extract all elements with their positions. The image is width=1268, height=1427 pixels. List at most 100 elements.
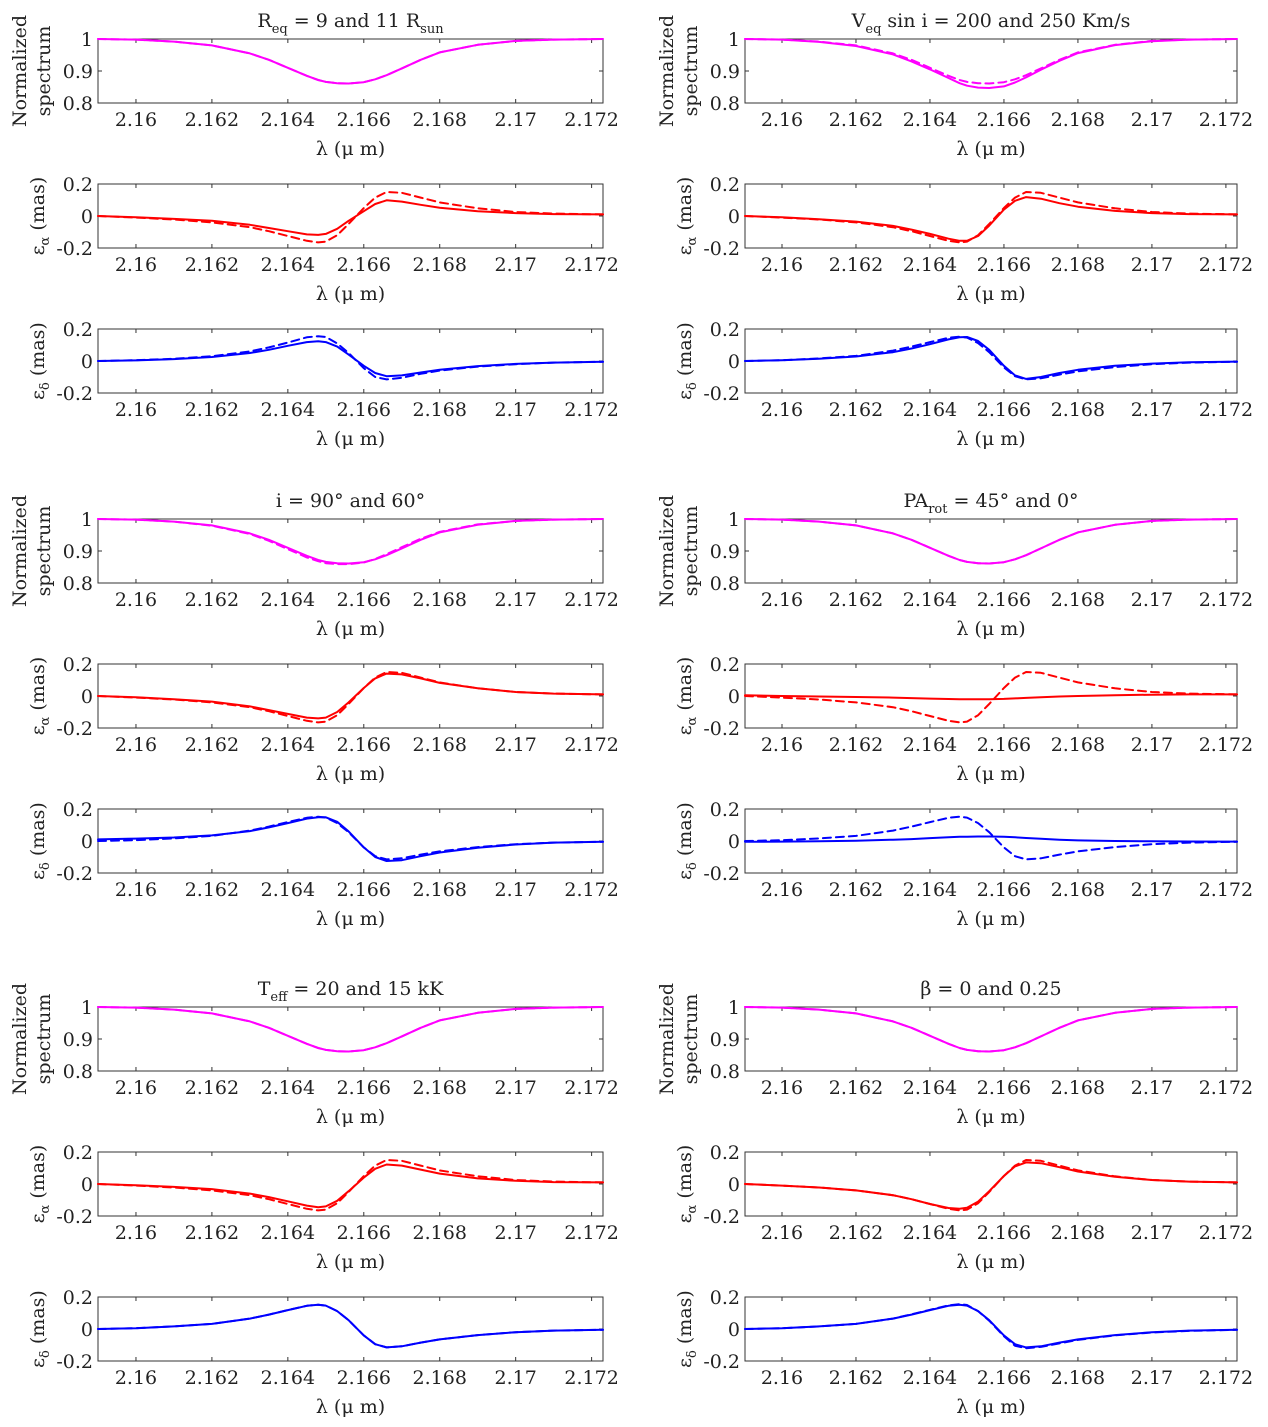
y-tick-label: 0.2	[710, 1142, 740, 1164]
title-text: = 9 and 11 R	[288, 10, 421, 32]
title-subscript: eff	[270, 990, 289, 1005]
x-tick-label: 2.162	[829, 399, 883, 421]
y-tick-label: 0.2	[63, 654, 93, 676]
title-subscript: eq	[272, 22, 288, 37]
y-tick-label: 0.2	[63, 1142, 93, 1164]
title-text: = 45° and 0°	[947, 490, 1078, 512]
x-tick-label: 2.166	[977, 109, 1031, 131]
y-axis-label: εδ (mas)	[674, 1290, 700, 1368]
panel-g5-alpha: 2.16 2.162 2.164 2.166 2.168 2.17 2.172 -0.2 0 0.…	[674, 1142, 1253, 1273]
x-tick-label: 2.164	[903, 399, 957, 421]
y-tick-label: 0.2	[63, 174, 93, 196]
series-line-alpha-dashed	[744, 671, 1238, 724]
x-tick-label: 2.16	[761, 589, 803, 611]
y-tick-label: 1	[728, 997, 740, 1019]
group-title-3: PArot = 45° and 0°	[903, 490, 1078, 517]
x-tick-label: 2.16	[115, 734, 157, 756]
x-tick-label: 2.164	[261, 254, 315, 276]
y-tick-label: 0	[81, 1174, 93, 1196]
x-tick-label: 2.166	[977, 254, 1031, 276]
panel-g3-spectrum: 2.16 2.162 2.164 2.166 2.168 2.17 2.172 0.8 0.9 1…	[656, 495, 1253, 640]
x-axis-label: λ (μ m)	[956, 283, 1025, 305]
y-tick-label: -0.2	[703, 383, 740, 405]
y-tick-label: 1	[728, 509, 740, 531]
panel-g5-delta: 2.16 2.162 2.164 2.166 2.168 2.17 2.172 -0.2 0 0.…	[674, 1287, 1253, 1418]
x-tick-label: 2.172	[1199, 1367, 1253, 1389]
x-tick-label: 2.164	[903, 589, 957, 611]
x-tick-label: 2.16	[115, 879, 157, 901]
series-line-delta-dashed	[97, 1303, 604, 1349]
y-tick-label: 0	[728, 351, 740, 373]
x-tick-label: 2.168	[413, 109, 467, 131]
series-line-delta-dashed	[97, 335, 604, 381]
plot-area-g1-alpha	[744, 183, 1238, 249]
x-tick-label: 2.164	[261, 399, 315, 421]
x-tick-label: 2.164	[903, 734, 957, 756]
y-tick-label: 0	[728, 686, 740, 708]
x-tick-label: 2.17	[495, 734, 537, 756]
x-axis-label: λ (μ m)	[316, 1396, 385, 1418]
y-tick-label: 0.8	[63, 573, 93, 595]
y-axis-label-unit: (mas)	[674, 177, 696, 237]
title-text: i = 90° and 60°	[276, 490, 425, 512]
x-tick-label: 2.166	[337, 254, 391, 276]
y-tick-label: 0.2	[710, 319, 740, 341]
y-tick-label: 0	[81, 686, 93, 708]
x-tick-label: 2.162	[829, 1222, 883, 1244]
plot-area-g2-alpha	[97, 663, 604, 729]
x-tick-label: 2.168	[413, 1222, 467, 1244]
x-tick-label: 2.17	[1131, 109, 1173, 131]
y-axis-label-subscript: α	[38, 1204, 53, 1213]
x-axis-label: λ (μ m)	[956, 908, 1025, 930]
panel-g1-spectrum: 2.16 2.162 2.164 2.166 2.168 2.17 2.172 0.8 0.9 1…	[656, 15, 1253, 160]
y-axis-label: εα (mas)	[27, 1145, 53, 1224]
x-tick-label: 2.172	[564, 109, 618, 131]
plot-area-g1-spectrum	[744, 38, 1238, 104]
y-tick-label: -0.2	[56, 1206, 93, 1228]
y-tick-label: -0.2	[703, 1351, 740, 1373]
y-axis-label-unit: (mas)	[27, 1145, 49, 1205]
x-tick-label: 2.162	[829, 589, 883, 611]
x-tick-label: 2.162	[185, 399, 239, 421]
x-axis-label: λ (μ m)	[956, 138, 1025, 160]
x-axis-label: λ (μ m)	[956, 1251, 1025, 1273]
series-line-delta-dashed	[744, 1303, 1238, 1350]
x-tick-label: 2.17	[1131, 1077, 1173, 1099]
x-tick-label: 2.16	[115, 109, 157, 131]
x-tick-label: 2.168	[1051, 254, 1105, 276]
x-tick-label: 2.16	[115, 1367, 157, 1389]
series-line-alpha-dashed	[97, 1159, 604, 1212]
x-tick-label: 2.17	[495, 399, 537, 421]
y-axis-label: εδ (mas)	[27, 802, 53, 880]
panel-g2-spectrum: 2.16 2.162 2.164 2.166 2.168 2.17 2.172 0.8 0.9 1…	[9, 495, 619, 640]
x-tick-label: 2.166	[977, 1367, 1031, 1389]
y-axis-label: εδ (mas)	[27, 1290, 53, 1368]
series-line-spectrum-dashed	[744, 1006, 1238, 1053]
y-tick-label: 0.2	[63, 1287, 93, 1309]
series-line-delta-solid	[744, 336, 1238, 380]
y-axis-label: εδ (mas)	[674, 322, 700, 400]
x-axis-label: λ (μ m)	[956, 763, 1025, 785]
series-line-delta-dashed	[744, 335, 1238, 381]
panel-g2-delta: 2.16 2.162 2.164 2.166 2.168 2.17 2.172 -0.2 0 0.…	[27, 799, 619, 930]
x-axis-label: λ (μ m)	[316, 618, 385, 640]
x-tick-label: 2.166	[977, 589, 1031, 611]
x-tick-label: 2.16	[761, 879, 803, 901]
plot-area-g5-delta	[744, 1296, 1238, 1362]
group-title-4: Teff = 20 and 15 kK	[258, 978, 444, 1005]
title-text: T	[258, 978, 271, 1000]
y-axis-label: Normalized spectrum	[656, 983, 702, 1095]
y-tick-label: -0.2	[56, 383, 93, 405]
x-tick-label: 2.17	[495, 879, 537, 901]
x-tick-label: 2.164	[903, 1222, 957, 1244]
series-line-alpha-solid	[97, 1163, 604, 1209]
x-tick-label: 2.172	[1199, 399, 1253, 421]
x-tick-label: 2.17	[495, 1222, 537, 1244]
y-tick-label: 0.8	[710, 93, 740, 115]
y-axis-label-symbol: ε	[27, 725, 49, 735]
y-axis-label-line: spectrum	[680, 506, 702, 597]
x-tick-label: 2.162	[829, 254, 883, 276]
x-tick-label: 2.166	[337, 1222, 391, 1244]
plot-area-g4-alpha	[97, 1151, 604, 1217]
y-tick-label: 0	[728, 206, 740, 228]
